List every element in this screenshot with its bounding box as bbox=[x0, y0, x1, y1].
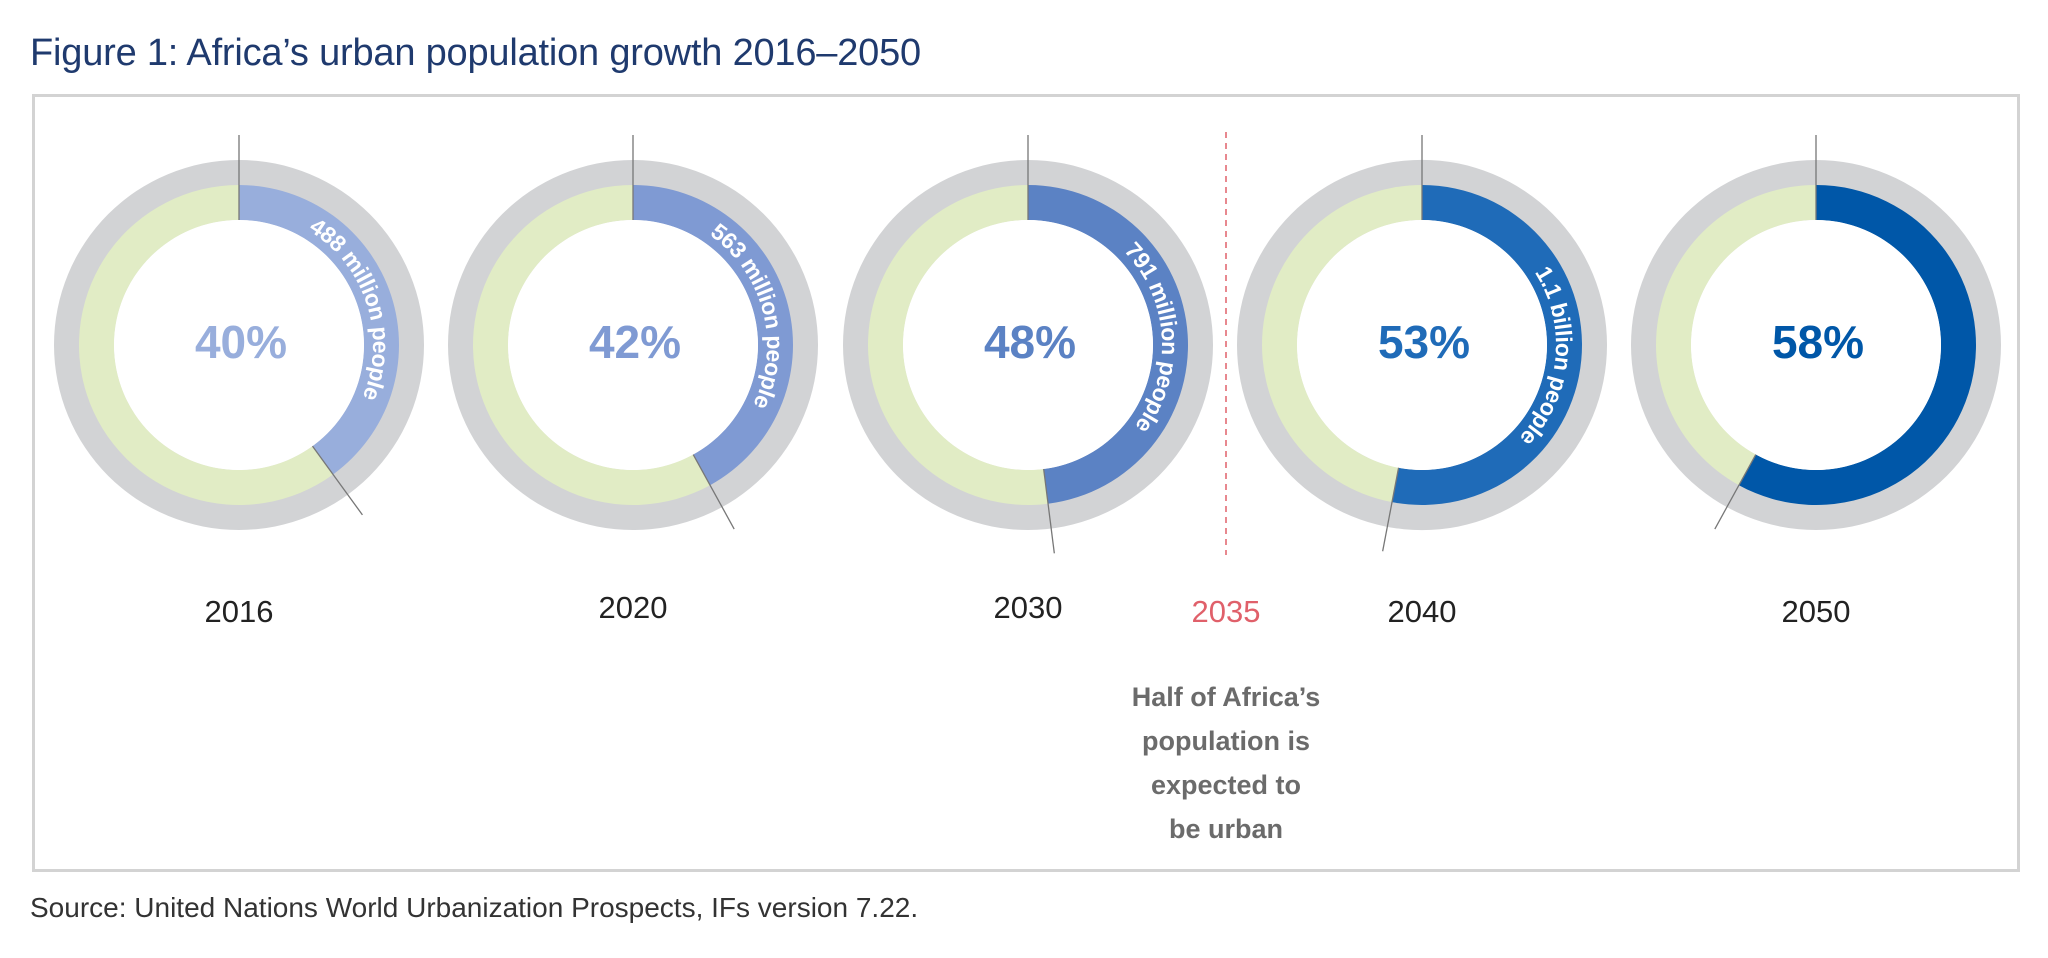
milestone-note-line: expected to bbox=[1151, 770, 1301, 800]
percent-label: 40% bbox=[195, 316, 287, 368]
segment-end-tick bbox=[311, 445, 363, 516]
year-label: 2016 bbox=[205, 594, 274, 629]
percent-label: 42% bbox=[589, 316, 681, 368]
rural-share-segment bbox=[868, 185, 1049, 505]
percent-label: 48% bbox=[984, 316, 1076, 368]
donut-hole bbox=[1297, 220, 1547, 470]
rural-share-segment bbox=[1262, 185, 1422, 503]
donut-hole bbox=[903, 220, 1153, 470]
donut-hole bbox=[508, 220, 758, 470]
urban-share-segment bbox=[633, 185, 793, 486]
segment-end-tick bbox=[1714, 454, 1757, 530]
year-label: 2050 bbox=[1782, 594, 1851, 629]
year-label: 2030 bbox=[994, 590, 1063, 625]
milestone-year-label: 2035 bbox=[1192, 594, 1261, 629]
urban-share-segment bbox=[1028, 185, 1189, 504]
year-label: 2020 bbox=[599, 590, 668, 625]
urban-share-segment bbox=[239, 185, 400, 475]
urban-share-segment bbox=[1392, 184, 1583, 506]
chart-title: Figure 1: Africa’s urban population grow… bbox=[30, 32, 921, 74]
year-label: 2040 bbox=[1388, 594, 1457, 629]
milestone-marker: 2035 Half of Africa’s population is expecte… bbox=[1132, 132, 1321, 844]
donut-hole bbox=[114, 220, 364, 470]
chart-frame bbox=[32, 94, 2020, 872]
segment-end-tick bbox=[1043, 468, 1055, 554]
rural-share-segment bbox=[79, 185, 334, 505]
percent-label: 58% bbox=[1772, 316, 1864, 368]
donut-hole bbox=[1691, 220, 1941, 470]
urban-share-segment bbox=[1738, 185, 1976, 505]
percent-label: 53% bbox=[1378, 316, 1470, 368]
milestone-note-line: be urban bbox=[1169, 814, 1283, 844]
segment-end-tick bbox=[1382, 467, 1400, 552]
segment-end-tick bbox=[692, 454, 735, 530]
rural-share-segment bbox=[473, 185, 711, 505]
source-note: Source: United Nations World Urbanizatio… bbox=[30, 892, 919, 923]
milestone-note-line: population is bbox=[1142, 726, 1310, 756]
rural-share-segment bbox=[1656, 185, 1816, 486]
milestone-note-line: Half of Africa’s bbox=[1132, 682, 1321, 712]
